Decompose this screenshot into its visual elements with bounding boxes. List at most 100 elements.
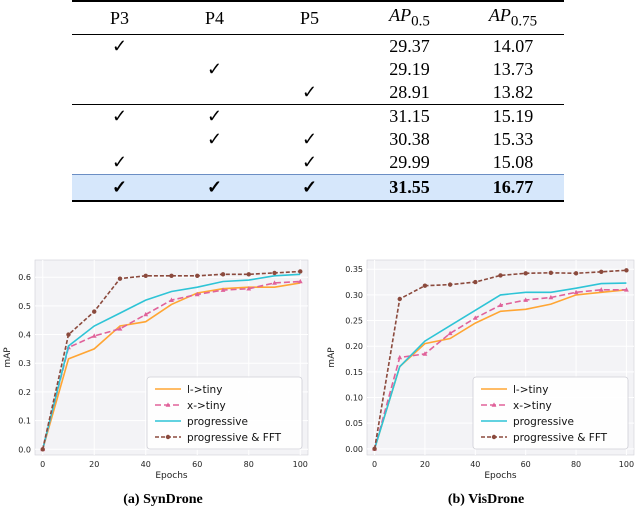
y-tick-label: 0.5 [18, 302, 31, 311]
legend-marker [165, 402, 171, 407]
data-point [143, 273, 148, 278]
header-ap50: AP0.5 [357, 1, 462, 35]
data-point [117, 326, 123, 331]
x-tick-label: 100 [619, 460, 634, 469]
series-line-2 [373, 282, 627, 450]
data-point [422, 283, 428, 288]
cell-ap50: 31.55 [389, 177, 430, 197]
cell-p5: ✓ [301, 129, 318, 149]
y-tick-label: 0.30 [345, 291, 363, 300]
cell-ap75: 16.77 [492, 177, 534, 197]
series-line-3 [373, 269, 627, 449]
x-tick-label: 0 [372, 460, 377, 469]
data-point [298, 269, 303, 274]
legend-label: x->tiny [187, 400, 226, 412]
data-point [117, 276, 123, 281]
series-line-0 [373, 289, 627, 450]
data-point [397, 354, 403, 360]
data-point [246, 272, 251, 277]
data-point [523, 271, 528, 276]
x-tick-label: 20 [89, 460, 99, 469]
cell-p5: ✓ [301, 152, 318, 172]
ap75-subscript: 0.75 [510, 13, 538, 30]
data-point [272, 270, 277, 276]
data-point [624, 268, 629, 273]
cell-p4 [167, 151, 262, 175]
syndrone-chart: 0 20 40 60 80 100 0.0 0.1 0.2 0.3 0.4 0.5 0.6 Epochs m… [3, 259, 309, 481]
y-tick-label: 0.10 [345, 394, 363, 403]
x-tick-label: 100 [293, 460, 308, 469]
x-tick-label: 80 [571, 460, 581, 469]
data-point [40, 447, 45, 452]
x-axis-label: Epochs [155, 471, 188, 481]
data-point [573, 289, 579, 295]
legend-marker [165, 434, 171, 440]
data-point [297, 278, 303, 284]
table-row: ✓ 29.37 14.07 [72, 35, 564, 59]
data-point [246, 286, 252, 291]
ap50-subscript: 0.5 [411, 13, 430, 30]
data-point [624, 287, 629, 292]
x-tick-label: 60 [521, 460, 531, 469]
legend-box [472, 376, 629, 450]
header-p5: P5 [299, 7, 319, 28]
data-point [194, 291, 200, 297]
data-point [473, 279, 478, 285]
legend-box [146, 376, 303, 450]
data-point [447, 330, 453, 336]
header-p3: P3 [109, 7, 129, 28]
legend-marker [491, 402, 497, 407]
ablation-table: P3 P4 P5 AP0.5 AP0.75 ✓ 29.37 14.07 ✓ 29… [72, 0, 564, 202]
cell-ap50: 30.38 [389, 129, 430, 149]
y-tick-label: 0.1 [18, 417, 31, 426]
cell-p3: ✓ [111, 36, 128, 56]
cell-p4: ✓ [206, 106, 223, 126]
data-point [498, 302, 503, 307]
cell-p5 [262, 105, 357, 129]
cell-ap50: 28.91 [389, 82, 430, 102]
cell-ap75: 15.19 [492, 106, 534, 126]
data-point [598, 287, 604, 292]
x-tick-label: 40 [141, 460, 151, 469]
table-row: ✓ ✓ 29.99 15.08 [72, 151, 564, 175]
data-point [372, 446, 377, 452]
table-row: ✓ 28.91 13.82 [72, 81, 564, 105]
y-tick-label: 0.20 [345, 342, 363, 351]
data-point [573, 271, 579, 276]
data-point [472, 315, 478, 320]
y-axis-label: mAP [3, 347, 13, 368]
data-point [498, 273, 503, 278]
legend-label: progressive & FFT [187, 432, 282, 444]
data-point [195, 273, 200, 278]
table-row-best: ✓ ✓ ✓ 31.55 16.77 [72, 174, 564, 201]
x-tick-label: 80 [244, 460, 254, 469]
ap75-symbol: AP [488, 5, 511, 26]
cell-ap50: 31.15 [389, 106, 430, 126]
cell-p5: ✓ [301, 177, 318, 197]
cell-ap50: 29.19 [389, 59, 430, 79]
x-tick-label: 40 [470, 460, 480, 469]
cell-ap75: 15.33 [492, 129, 534, 149]
x-tick-label: 0 [40, 460, 45, 469]
y-tick-label: 0.0 [18, 445, 31, 454]
data-point [447, 282, 453, 287]
visdrone-chart: 0 20 40 60 80 100 0.00 0.05 0.10 0.15 0.20 0.25 0.30… [327, 259, 635, 481]
data-point [169, 297, 174, 302]
cell-ap75: 13.73 [492, 59, 534, 79]
ap50-symbol: AP [389, 5, 412, 26]
cell-ap75: 13.82 [492, 82, 534, 102]
x-tick-label: 60 [192, 460, 202, 469]
series-line-0 [41, 282, 301, 450]
y-tick-label: 0.15 [345, 368, 363, 377]
cell-ap75: 14.07 [492, 36, 534, 56]
cell-p4: ✓ [206, 177, 223, 197]
header-p4: P4 [204, 7, 224, 28]
series-line-2 [41, 273, 301, 450]
y-tick-label: 0.2 [18, 388, 31, 397]
cell-p5 [262, 58, 357, 81]
legend-label: progressive [187, 416, 248, 428]
y-tick-label: 0.4 [18, 331, 31, 340]
header-ap75: AP0.75 [462, 1, 564, 35]
legend-marker [491, 434, 497, 440]
legend-label: l->tiny [187, 384, 222, 396]
